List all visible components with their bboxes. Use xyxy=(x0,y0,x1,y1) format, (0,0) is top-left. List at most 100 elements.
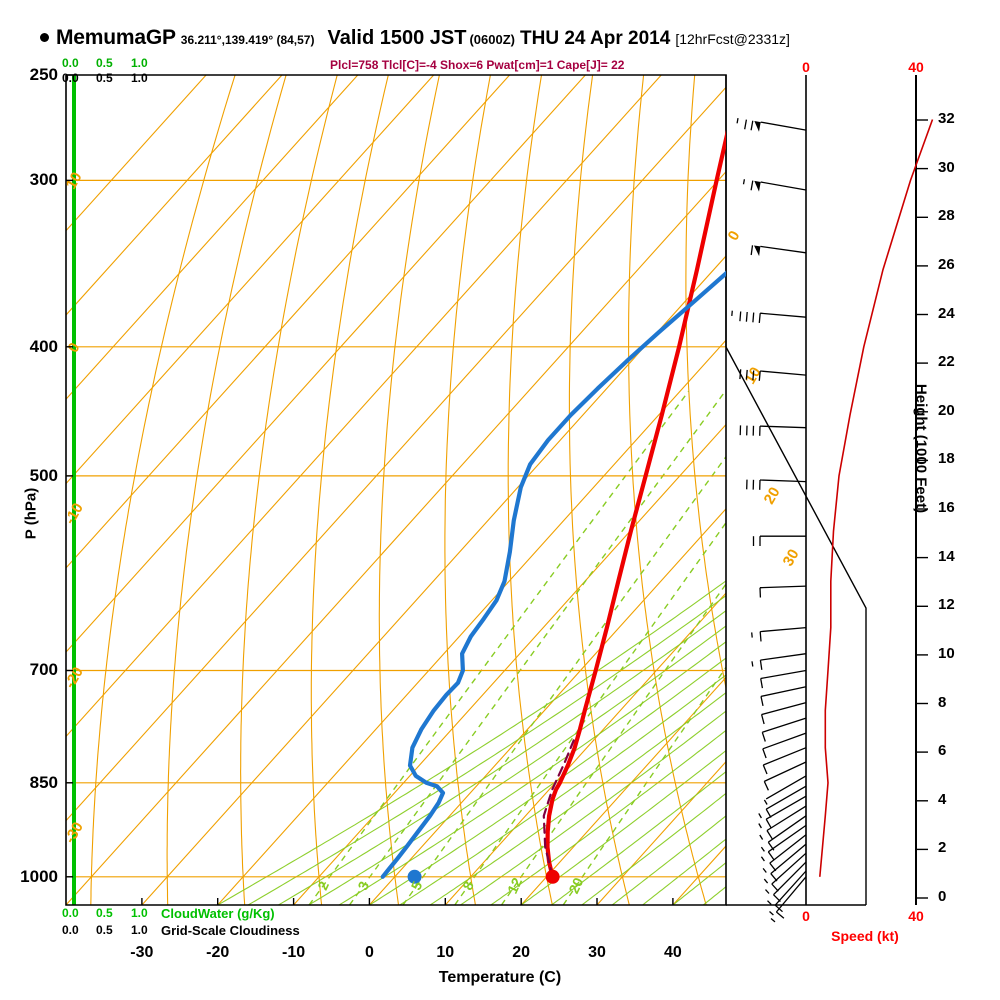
cloudwater-scale-top-2: 1.0 xyxy=(131,56,148,70)
height-tick-14: 14 xyxy=(938,547,955,565)
temperature-tick--30: -30 xyxy=(130,944,154,961)
temperature-tick-30: 30 xyxy=(588,944,606,961)
stability-indices: Plcl=758 Tlcl[C]=-4 Shox=6 Pwat[cm]=1 Ca… xyxy=(330,58,625,72)
height-tick-24: 24 xyxy=(938,304,955,322)
wind-barb xyxy=(751,653,807,670)
height-tick-6: 6 xyxy=(938,742,947,760)
isotherm-label: 10 xyxy=(63,169,86,192)
station-name: MemumaGP xyxy=(56,26,176,49)
wind-barb xyxy=(759,805,807,840)
wind-barb xyxy=(750,245,807,257)
axis-ticks xyxy=(66,74,928,905)
height-tick-0: 0 xyxy=(938,888,947,905)
wind-barb xyxy=(759,585,807,598)
wind-barb xyxy=(765,852,807,894)
wind-barb xyxy=(752,535,806,546)
speed-axis-title: Speed (kt) xyxy=(831,928,899,944)
cloudwater-scale-bottom-2: 1.0 xyxy=(131,906,148,920)
pressure-tick-700: 700 xyxy=(29,660,58,680)
wind-barb xyxy=(763,761,807,791)
height-axis-title: Height (1000 Feet) xyxy=(912,383,930,514)
height-tick-12: 12 xyxy=(938,596,955,614)
isotherm-label: -10 xyxy=(61,500,87,527)
wind-barb xyxy=(742,179,807,192)
pressure-tick-500: 500 xyxy=(29,465,58,485)
mixing-ratio-label: 20 xyxy=(565,875,586,896)
cloudwater-legend-label: CloudWater (g/Kg) xyxy=(161,906,275,921)
trace-parcel xyxy=(542,739,575,878)
wind-barb-column xyxy=(731,117,807,923)
wind-barb xyxy=(760,701,807,725)
height-tick-30: 30 xyxy=(938,158,955,176)
temperature-tick--10: -10 xyxy=(282,944,306,961)
mixing-ratio-labels: 2 3 5 8 12 20 xyxy=(314,875,586,896)
speed-tick-bottom-0: 0 xyxy=(802,908,810,924)
height-tick-22: 22 xyxy=(938,353,955,371)
height-tick-32: 32 xyxy=(938,110,955,127)
plot-frame xyxy=(65,74,917,906)
height-tick-4: 4 xyxy=(938,790,947,808)
cloudwater-scale-bottom-1: 0.5 xyxy=(96,906,113,920)
surface-dewpoint-marker xyxy=(407,869,422,884)
cloudwater-scale-top-0: 0.0 xyxy=(62,56,79,70)
title-bar: MemumaGP 36.211°,139.419° (84,57) Valid 15… xyxy=(0,26,1000,52)
pressure-tick-850: 850 xyxy=(29,772,58,792)
wind-barb xyxy=(731,310,807,323)
temperature-tick--20: -20 xyxy=(206,944,230,961)
station-coordinates: 36.211°,139.419° (84,57) xyxy=(180,33,315,47)
mixing-ratio-label: 8 xyxy=(459,878,477,892)
background-gridlines xyxy=(66,75,726,905)
wind-barb xyxy=(739,369,807,381)
cloudiness-scale-top-2: 1.0 xyxy=(131,71,148,85)
isotherm-label: 30 xyxy=(780,546,803,569)
cloudiness-legend-label: Grid-Scale Cloudiness xyxy=(161,923,300,938)
wind-barb xyxy=(751,626,807,642)
cloudiness-scale-top-0: 0.0 xyxy=(62,71,79,85)
mixing-ratio-label: 3 xyxy=(354,878,372,892)
temperature-tick-20: 20 xyxy=(512,944,531,961)
wind-barb xyxy=(736,117,807,132)
pressure-tick-250: 250 xyxy=(29,65,58,84)
isotherm-label: 0 xyxy=(725,228,744,244)
temperature-tick-10: 10 xyxy=(436,944,455,961)
height-tick-10: 10 xyxy=(938,644,955,662)
wind-barb xyxy=(746,479,807,490)
isotherm-label: -30 xyxy=(61,819,87,846)
wind-barb xyxy=(770,876,807,923)
cloudiness-scale-bottom-2: 1.0 xyxy=(131,923,148,937)
speed-tick-top-0: 0 xyxy=(802,59,810,75)
wind-barb xyxy=(760,686,807,707)
speed-tick-top-40: 40 xyxy=(908,59,924,75)
cloudiness-scale-top-1: 0.5 xyxy=(96,71,113,85)
height-tick-2: 2 xyxy=(938,839,947,857)
mixing-ratio-label: 12 xyxy=(504,875,525,896)
cloudwater-scale-bottom-0: 0.0 xyxy=(62,906,79,920)
surface-temperature-marker xyxy=(545,869,560,884)
station-dot-icon xyxy=(40,33,49,42)
height-tick-16: 16 xyxy=(938,499,955,516)
valid-time-utc: (0600Z) xyxy=(469,32,515,47)
isotherm-label: 20 xyxy=(761,484,784,507)
temperature-axis-title: Temperature (C) xyxy=(438,969,562,986)
wind-speed-profile xyxy=(819,119,934,877)
pressure-tick-300: 300 xyxy=(29,170,58,190)
speed-curve xyxy=(819,119,934,877)
cloudiness-scale-bottom-0: 0.0 xyxy=(62,923,79,937)
wind-barb xyxy=(762,732,807,759)
cloudwater-scale-top-1: 0.5 xyxy=(96,56,113,70)
height-tick-26: 26 xyxy=(938,255,955,273)
wind-barb xyxy=(763,775,807,805)
wind-barb xyxy=(761,717,807,742)
wind-barb xyxy=(760,824,807,862)
wind-barb xyxy=(762,747,807,775)
pressure-tick-1000: 1000 xyxy=(20,866,58,886)
wind-barb xyxy=(758,795,807,829)
height-tick-18: 18 xyxy=(938,450,955,468)
temperature-tick-40: 40 xyxy=(663,944,682,961)
wind-barb xyxy=(760,669,807,689)
height-tick-28: 28 xyxy=(938,207,955,225)
wind-barb xyxy=(739,425,807,436)
